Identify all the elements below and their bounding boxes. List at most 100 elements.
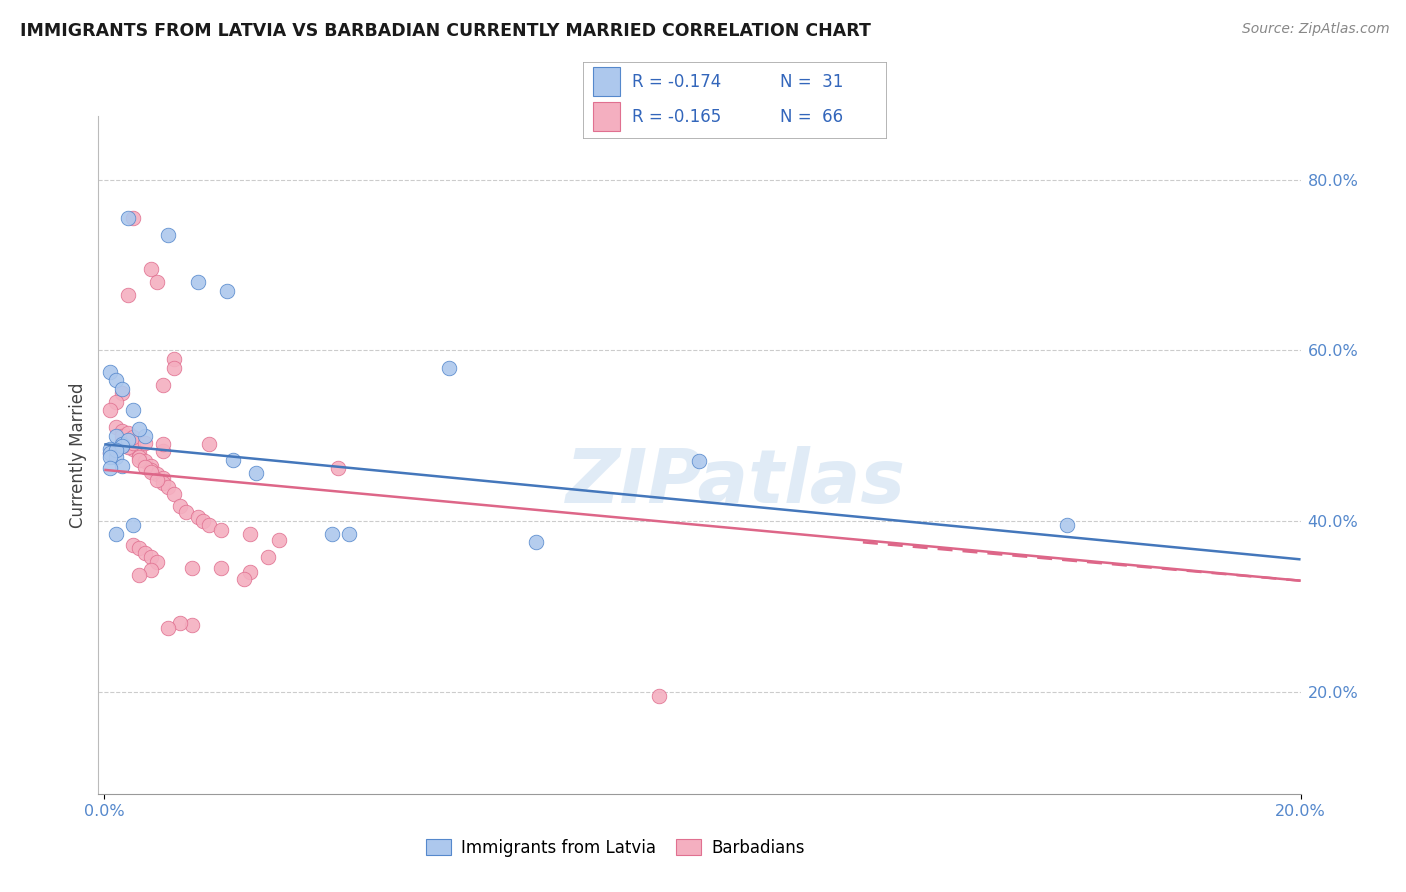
Text: IMMIGRANTS FROM LATVIA VS BARBADIAN CURRENTLY MARRIED CORRELATION CHART: IMMIGRANTS FROM LATVIA VS BARBADIAN CURR… <box>20 22 870 40</box>
Point <box>163 351 186 366</box>
Point <box>98 442 121 456</box>
Point <box>98 365 121 379</box>
Point <box>117 440 139 454</box>
Point <box>180 561 202 575</box>
Point <box>180 618 202 632</box>
FancyBboxPatch shape <box>592 67 620 95</box>
Point <box>117 211 139 226</box>
Point <box>524 535 547 549</box>
Point <box>122 442 145 456</box>
Point <box>98 450 121 464</box>
Point <box>139 564 162 578</box>
Point <box>111 433 134 447</box>
Point <box>98 461 121 475</box>
Text: Source: ZipAtlas.com: Source: ZipAtlas.com <box>1241 22 1389 37</box>
Point <box>146 473 169 487</box>
Point <box>111 439 134 453</box>
Point <box>134 454 156 468</box>
Point <box>437 360 460 375</box>
Legend: Immigrants from Latvia, Barbadians: Immigrants from Latvia, Barbadians <box>419 832 811 863</box>
Point <box>139 465 162 479</box>
Point <box>134 435 156 450</box>
Point <box>152 475 174 490</box>
Point <box>152 471 174 485</box>
Y-axis label: Currently Married: Currently Married <box>69 382 87 528</box>
Point <box>163 360 186 375</box>
FancyBboxPatch shape <box>592 102 620 130</box>
Point <box>233 572 256 586</box>
Point <box>187 275 209 289</box>
Text: N =  66: N = 66 <box>780 108 844 126</box>
Point <box>337 526 360 541</box>
Point <box>239 565 262 579</box>
Point <box>198 518 221 533</box>
Point <box>215 284 238 298</box>
Point <box>122 403 145 417</box>
Point <box>647 689 669 703</box>
Point <box>193 514 215 528</box>
Point <box>128 450 150 464</box>
Point <box>256 549 278 564</box>
Point <box>152 437 174 451</box>
Point <box>269 533 291 547</box>
Point <box>128 422 150 436</box>
Point <box>111 439 134 453</box>
Point <box>122 211 145 226</box>
Point <box>134 428 156 442</box>
Point <box>209 523 232 537</box>
Point <box>104 428 127 442</box>
Point <box>111 458 134 473</box>
Point <box>122 518 145 533</box>
Text: R = -0.165: R = -0.165 <box>631 108 721 126</box>
Point <box>117 437 139 451</box>
Point <box>139 458 162 473</box>
Point <box>245 467 267 481</box>
Point <box>1056 518 1078 533</box>
Point <box>146 467 169 482</box>
Point <box>117 433 139 447</box>
Text: R = -0.174: R = -0.174 <box>631 73 721 91</box>
Text: ZIPatlas: ZIPatlas <box>565 445 905 518</box>
Point <box>117 288 139 302</box>
Point <box>209 561 232 575</box>
Point <box>139 549 162 564</box>
Point <box>128 446 150 460</box>
Point <box>239 526 262 541</box>
Point <box>111 428 134 442</box>
Point <box>146 555 169 569</box>
Point <box>111 437 134 451</box>
Point <box>157 621 180 635</box>
Point <box>122 538 145 552</box>
Point <box>104 526 127 541</box>
Point <box>139 262 162 277</box>
Text: N =  31: N = 31 <box>780 73 844 91</box>
Point <box>111 425 134 439</box>
Point <box>134 546 156 560</box>
Point <box>198 437 221 451</box>
Point <box>152 377 174 392</box>
Point <box>98 403 121 417</box>
Point <box>174 506 197 520</box>
Point <box>104 373 127 387</box>
Point <box>98 446 121 460</box>
Point <box>111 386 134 401</box>
Point <box>157 228 180 243</box>
Point <box>146 275 169 289</box>
Point <box>187 509 209 524</box>
Point <box>117 426 139 441</box>
Point <box>169 499 191 513</box>
Point <box>111 382 134 396</box>
Point <box>152 444 174 458</box>
Point <box>104 394 127 409</box>
Point <box>689 454 711 468</box>
Point <box>104 420 127 434</box>
Point <box>163 486 186 500</box>
Point <box>128 567 150 582</box>
Point <box>98 446 121 460</box>
Point <box>104 450 127 464</box>
Point <box>128 541 150 556</box>
Point <box>169 616 191 631</box>
Point <box>122 435 145 450</box>
Point <box>104 443 127 458</box>
Point <box>104 443 127 458</box>
